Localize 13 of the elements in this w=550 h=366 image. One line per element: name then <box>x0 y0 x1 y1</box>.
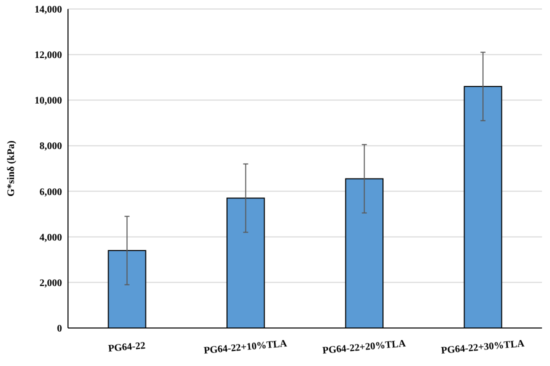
x-tick-label: PG64-22+20%TLA <box>322 338 407 357</box>
x-tick-label: PG64-22+10%TLA <box>203 338 288 357</box>
y-tick-label: 6,000 <box>40 186 62 198</box>
x-tick-label: PG64-22 <box>108 340 146 355</box>
x-tick-label: PG64-22+30%TLA <box>440 338 526 357</box>
y-tick-label: 2,000 <box>40 278 62 289</box>
y-tick-label: 0 <box>57 324 62 334</box>
y-tick-label: 10,000 <box>34 96 62 107</box>
y-axis-title: G*sinδ (kPa) <box>6 140 17 197</box>
y-tick-label: 12,000 <box>34 50 62 62</box>
y-tick-label: 4,000 <box>40 232 62 244</box>
y-tick-label: 14,000 <box>34 4 62 16</box>
y-tick-label: 8,000 <box>40 141 62 152</box>
